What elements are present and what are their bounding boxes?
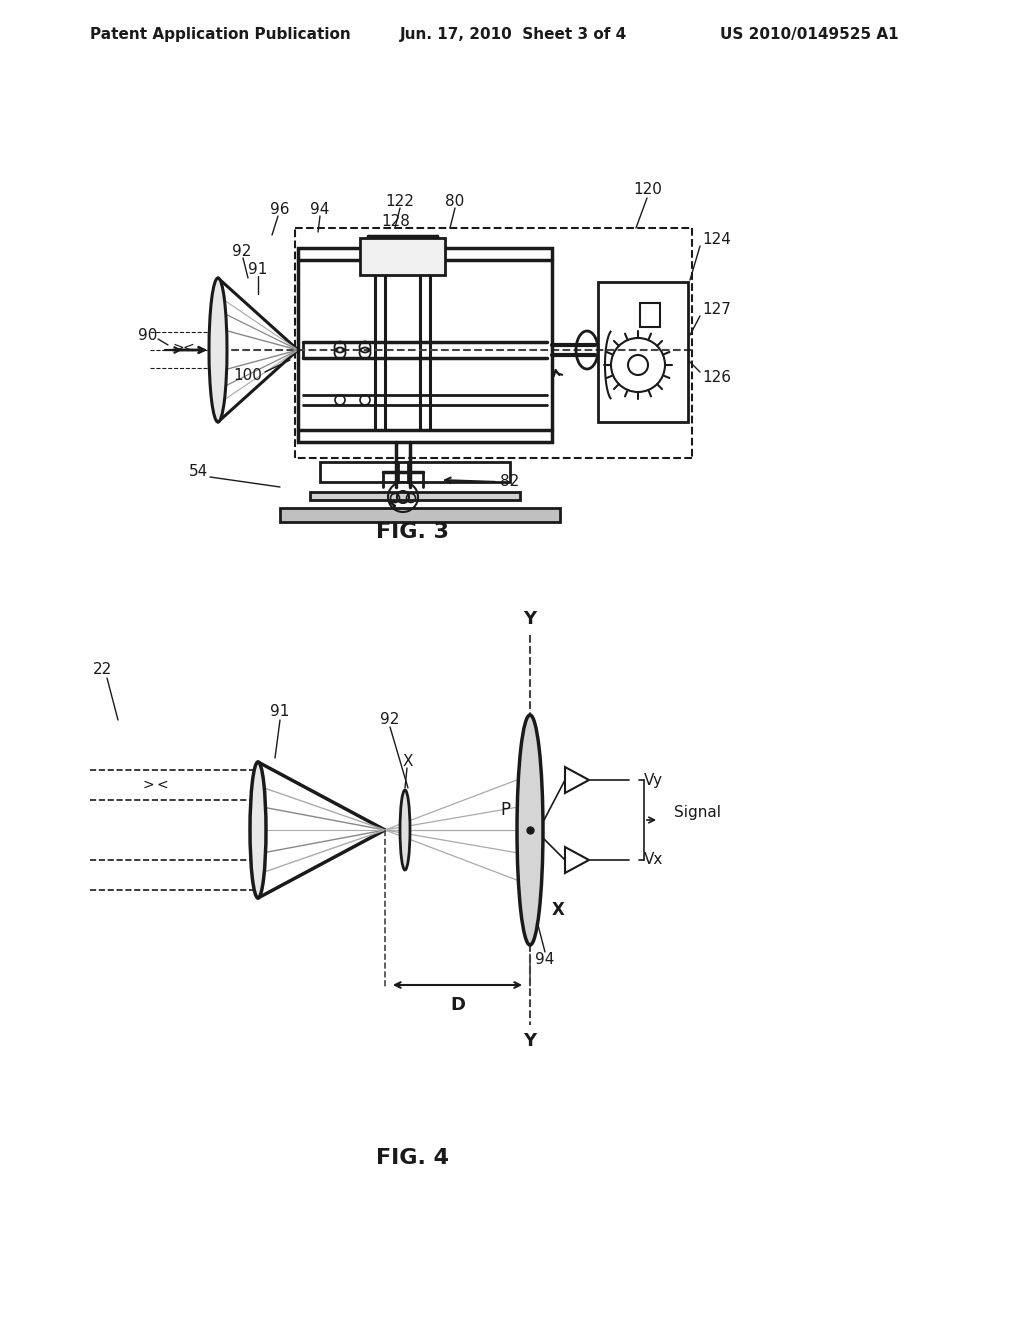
Text: Y: Y — [523, 1032, 537, 1049]
Text: X: X — [552, 902, 565, 919]
Text: >: > — [172, 341, 184, 355]
Ellipse shape — [517, 715, 543, 945]
Text: 22: 22 — [93, 663, 113, 677]
Text: Vy: Vy — [644, 772, 663, 788]
Text: 124: 124 — [702, 232, 731, 248]
Text: 94: 94 — [536, 953, 555, 968]
Text: 90: 90 — [138, 327, 158, 342]
Text: 82: 82 — [500, 474, 519, 490]
Text: 54: 54 — [188, 465, 208, 479]
Text: 80: 80 — [445, 194, 465, 210]
Text: 94: 94 — [310, 202, 330, 218]
Text: Patent Application Publication: Patent Application Publication — [90, 28, 351, 42]
Text: US 2010/0149525 A1: US 2010/0149525 A1 — [720, 28, 899, 42]
Ellipse shape — [209, 279, 227, 422]
Bar — [280, 508, 560, 521]
Bar — [319, 462, 510, 482]
Bar — [310, 492, 520, 500]
Bar — [360, 238, 445, 275]
Text: 127: 127 — [702, 302, 731, 318]
Text: 92: 92 — [232, 244, 252, 260]
Text: D: D — [450, 997, 465, 1014]
Text: 126: 126 — [702, 371, 731, 385]
Text: FIG. 3: FIG. 3 — [376, 521, 449, 543]
Text: <: < — [157, 777, 168, 792]
Text: X: X — [402, 755, 414, 770]
Text: <: < — [182, 341, 194, 355]
Text: Vx: Vx — [644, 853, 664, 867]
Ellipse shape — [250, 762, 266, 898]
Text: 120: 120 — [634, 182, 663, 198]
Text: Signal: Signal — [674, 804, 721, 820]
Text: FIG. 4: FIG. 4 — [376, 1148, 449, 1168]
Bar — [298, 248, 552, 442]
Text: Jun. 17, 2010  Sheet 3 of 4: Jun. 17, 2010 Sheet 3 of 4 — [400, 28, 628, 42]
Text: 91: 91 — [270, 705, 290, 719]
Text: >: > — [142, 777, 154, 792]
Text: 128: 128 — [382, 214, 411, 230]
Text: Y: Y — [523, 610, 537, 628]
Text: 96: 96 — [270, 202, 290, 218]
Text: 100: 100 — [233, 367, 262, 383]
Bar — [598, 282, 688, 422]
Text: P: P — [500, 801, 510, 818]
Text: 122: 122 — [386, 194, 415, 210]
Text: 92: 92 — [380, 713, 399, 727]
Bar — [640, 304, 660, 327]
Ellipse shape — [400, 789, 410, 870]
Text: 91: 91 — [248, 263, 267, 277]
